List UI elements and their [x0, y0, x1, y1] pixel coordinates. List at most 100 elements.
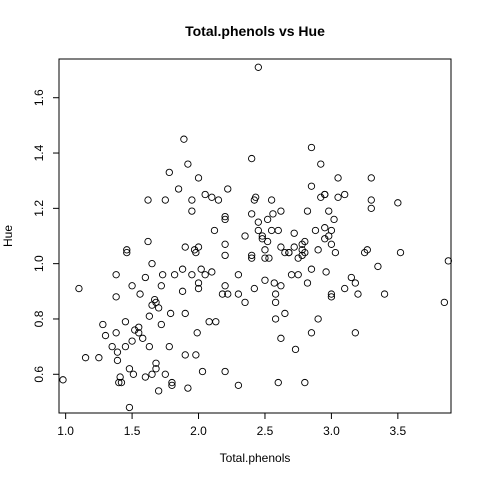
data-point: [270, 279, 278, 287]
data-point: [212, 318, 220, 326]
y-axis: 0.6 0.8 1.0 1.2 1.4 1.6: [32, 89, 59, 383]
y-axis-label: Hue: [1, 225, 15, 247]
data-point: [208, 193, 216, 201]
data-point: [331, 248, 340, 257]
data-point: [261, 276, 269, 284]
data-points: [59, 63, 452, 412]
data-point: [81, 354, 90, 362]
y-tick-label: 1.6: [32, 89, 46, 106]
data-point: [123, 248, 131, 257]
data-point: [274, 378, 282, 387]
data-point: [188, 196, 196, 204]
data-point: [95, 354, 103, 362]
data-point: [135, 329, 143, 337]
data-point: [148, 370, 156, 378]
data-point: [367, 204, 375, 212]
data-point: [314, 246, 322, 254]
data-point: [121, 342, 130, 351]
data-point: [224, 290, 232, 298]
data-point: [322, 268, 330, 276]
data-point: [301, 378, 309, 387]
data-point: [112, 329, 120, 337]
data-point: [205, 318, 213, 326]
data-point: [367, 174, 375, 182]
data-point: [263, 215, 272, 224]
data-point: [248, 251, 256, 260]
data-point: [334, 174, 342, 182]
data-point: [192, 351, 200, 359]
data-point: [115, 378, 123, 387]
data-point: [101, 331, 110, 340]
data-point: [269, 210, 277, 218]
data-point: [112, 271, 120, 279]
y-tick-label: 0.8: [32, 310, 46, 327]
data-point: [354, 290, 362, 298]
data-point: [321, 190, 329, 199]
data-point: [148, 260, 156, 268]
data-point: [214, 196, 223, 204]
data-point: [224, 185, 232, 193]
data-point: [290, 229, 298, 237]
data-point: [330, 215, 338, 224]
data-point: [277, 243, 285, 251]
data-point: [168, 378, 176, 387]
data-point: [317, 160, 325, 168]
data-point: [108, 342, 116, 351]
data-point: [234, 271, 243, 279]
data-point: [394, 199, 402, 207]
data-point: [166, 309, 175, 318]
data-point: [128, 282, 136, 290]
data-point: [135, 323, 143, 331]
data-point: [321, 224, 329, 232]
data-point: [221, 212, 229, 221]
data-point: [281, 309, 289, 318]
data-point: [252, 193, 260, 201]
data-point: [250, 284, 258, 293]
data-point: [184, 160, 192, 168]
data-point: [267, 226, 276, 235]
data-point: [444, 257, 452, 265]
data-point: [201, 271, 209, 279]
data-point: [125, 403, 134, 412]
data-point: [277, 282, 285, 290]
data-point: [181, 309, 189, 318]
data-point: [178, 287, 187, 295]
x-tick-label: 1.5: [124, 424, 141, 438]
data-point: [287, 271, 296, 279]
data-point: [261, 246, 269, 254]
data-point: [188, 207, 196, 215]
data-point: [307, 143, 316, 152]
data-point: [265, 254, 273, 262]
data-point: [303, 207, 312, 215]
data-point: [234, 290, 243, 298]
data-point: [327, 290, 336, 298]
y-tick-label: 1.0: [32, 255, 46, 272]
data-point: [267, 196, 276, 204]
data-point: [174, 185, 183, 193]
data-point: [99, 320, 107, 329]
data-point: [123, 246, 131, 254]
data-point: [152, 365, 160, 373]
x-axis-label: Total.phenols: [220, 451, 291, 465]
data-point: [161, 196, 169, 204]
data-point: [363, 246, 371, 254]
data-point: [208, 268, 216, 276]
data-point: [141, 273, 150, 282]
data-point: [290, 243, 298, 251]
data-point: [117, 378, 126, 387]
data-point: [396, 248, 405, 257]
data-point: [180, 135, 188, 143]
data-point: [271, 298, 280, 307]
data-point: [327, 293, 336, 301]
data-point: [325, 207, 333, 215]
data-point: [125, 365, 134, 373]
data-point: [281, 248, 289, 257]
data-point: [144, 196, 152, 204]
data-point: [351, 279, 359, 287]
data-point: [311, 226, 320, 235]
y-tick-label: 1.2: [32, 200, 46, 217]
data-point: [201, 190, 209, 199]
data-point: [307, 265, 316, 273]
data-point: [194, 243, 203, 251]
